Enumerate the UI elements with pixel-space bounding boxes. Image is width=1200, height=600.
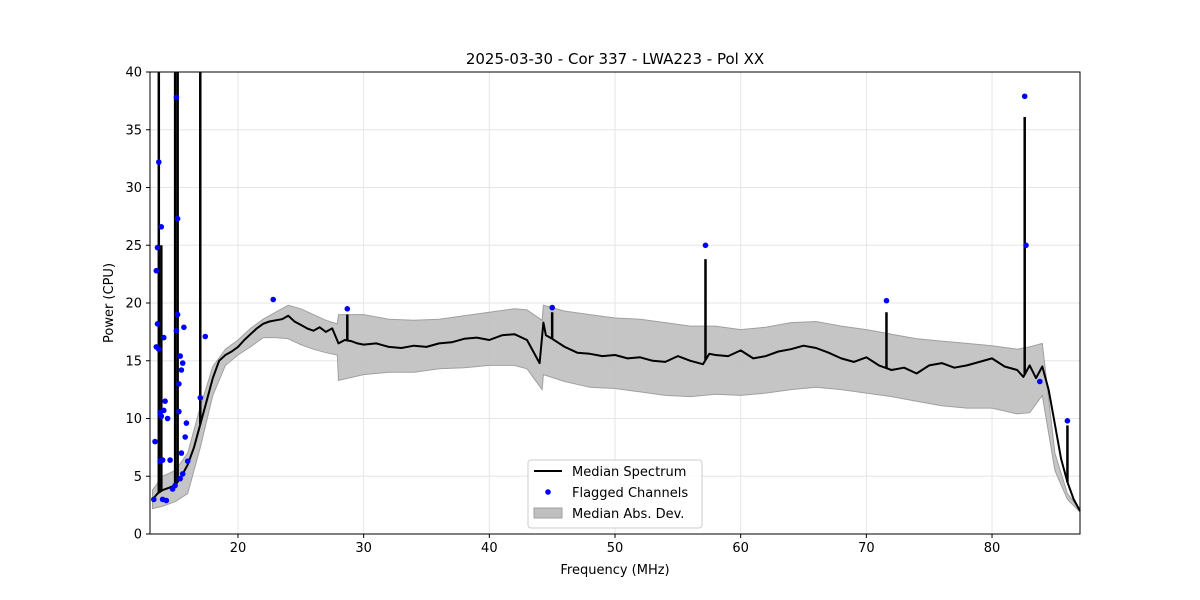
flagged-channel-point [184,458,191,465]
legend-band-label: Median Abs. Dev. [572,507,684,522]
flagged-channel-point [179,360,186,366]
flagged-channel-point [197,394,204,401]
flagged-channel-point [154,244,161,251]
legend-flagged-label: Flagged Channels [572,486,688,501]
flagged-channel-point [702,242,709,249]
y-tick-label: 30 [125,181,142,196]
x-tick-label: 50 [607,541,624,556]
legend-median-label: Median Spectrum [572,465,686,480]
flagged-channel-point [883,297,890,304]
flagged-channel-point [182,434,188,440]
flagged-channel-point [177,353,183,359]
flagged-channel-point [158,413,165,420]
x-tick-label: 30 [355,541,372,556]
flagged-channel-point [151,496,157,503]
flagged-channel-point [172,482,178,489]
legend-flagged-swatch [545,489,551,495]
flagged-channel-point [202,333,209,340]
flagged-channel-point [163,497,170,504]
legend: Median Spectrum Flagged Channels Median … [527,459,703,529]
flagged-channel-point [153,267,160,274]
flagged-channel-point [178,367,185,373]
flagged-channel-point [174,215,181,222]
x-tick-label: 20 [230,541,247,556]
flagged-channel-point [549,304,555,311]
y-axis: 0 5 10 15 20 25 30 35 40 [125,66,150,543]
flagged-channel-point [174,311,181,318]
x-axis-label: Frequency (MHz) [560,563,669,578]
flagged-channel-point [156,159,162,165]
legend-box [527,459,703,529]
flagged-channel-point [161,334,167,341]
flagged-channel-point [181,324,187,331]
flagged-channel-point [179,471,186,477]
y-tick-label: 25 [125,239,142,254]
flagged-channel-point [164,415,171,422]
flagged-channel-point [158,224,165,230]
x-tick-label: 60 [732,541,749,556]
flagged-channel-point [173,327,180,334]
flagged-channel-point [1064,418,1071,424]
y-tick-label: 5 [134,470,142,485]
x-axis: 20 30 40 50 60 70 80 [230,534,1001,556]
x-tick-label: 70 [858,541,875,556]
flagged-channel-point [162,398,168,405]
y-tick-label: 20 [125,297,142,312]
flagged-channel-point [173,94,180,101]
legend-band-swatch [533,507,563,519]
y-tick-label: 0 [134,528,142,543]
flagged-channel-point [156,346,162,353]
flagged-channel-point [176,381,182,387]
y-tick-label: 35 [125,123,142,138]
chart-title: 2025-03-30 - Cor 337 - LWA223 - Pol XX [466,50,764,68]
flagged-channel-point [177,475,183,482]
y-tick-label: 40 [125,66,142,81]
x-tick-label: 40 [481,541,498,556]
x-tick-label: 80 [984,541,1001,556]
flagged-channel-point [270,296,277,303]
flagged-channel-point [154,321,161,327]
median-spectrum-line [151,314,1081,512]
flagged-channel-point [344,306,351,312]
flagged-channel-point [183,420,190,426]
flagged-channel-point [161,407,167,414]
flagged-channel-point [167,457,173,463]
y-axis-label: Power (CPU) [102,263,117,343]
flagged-channel-point [1037,378,1043,385]
flagged-channel-point [1021,93,1028,100]
flagged-channel-point [159,457,166,463]
flagged-channel-point [152,438,158,445]
y-tick-label: 10 [125,412,142,427]
flagged-channel-point [176,408,182,415]
flagged-channel-point [178,450,185,456]
y-tick-label: 15 [125,354,142,369]
flagged-channel-point [1023,242,1029,249]
